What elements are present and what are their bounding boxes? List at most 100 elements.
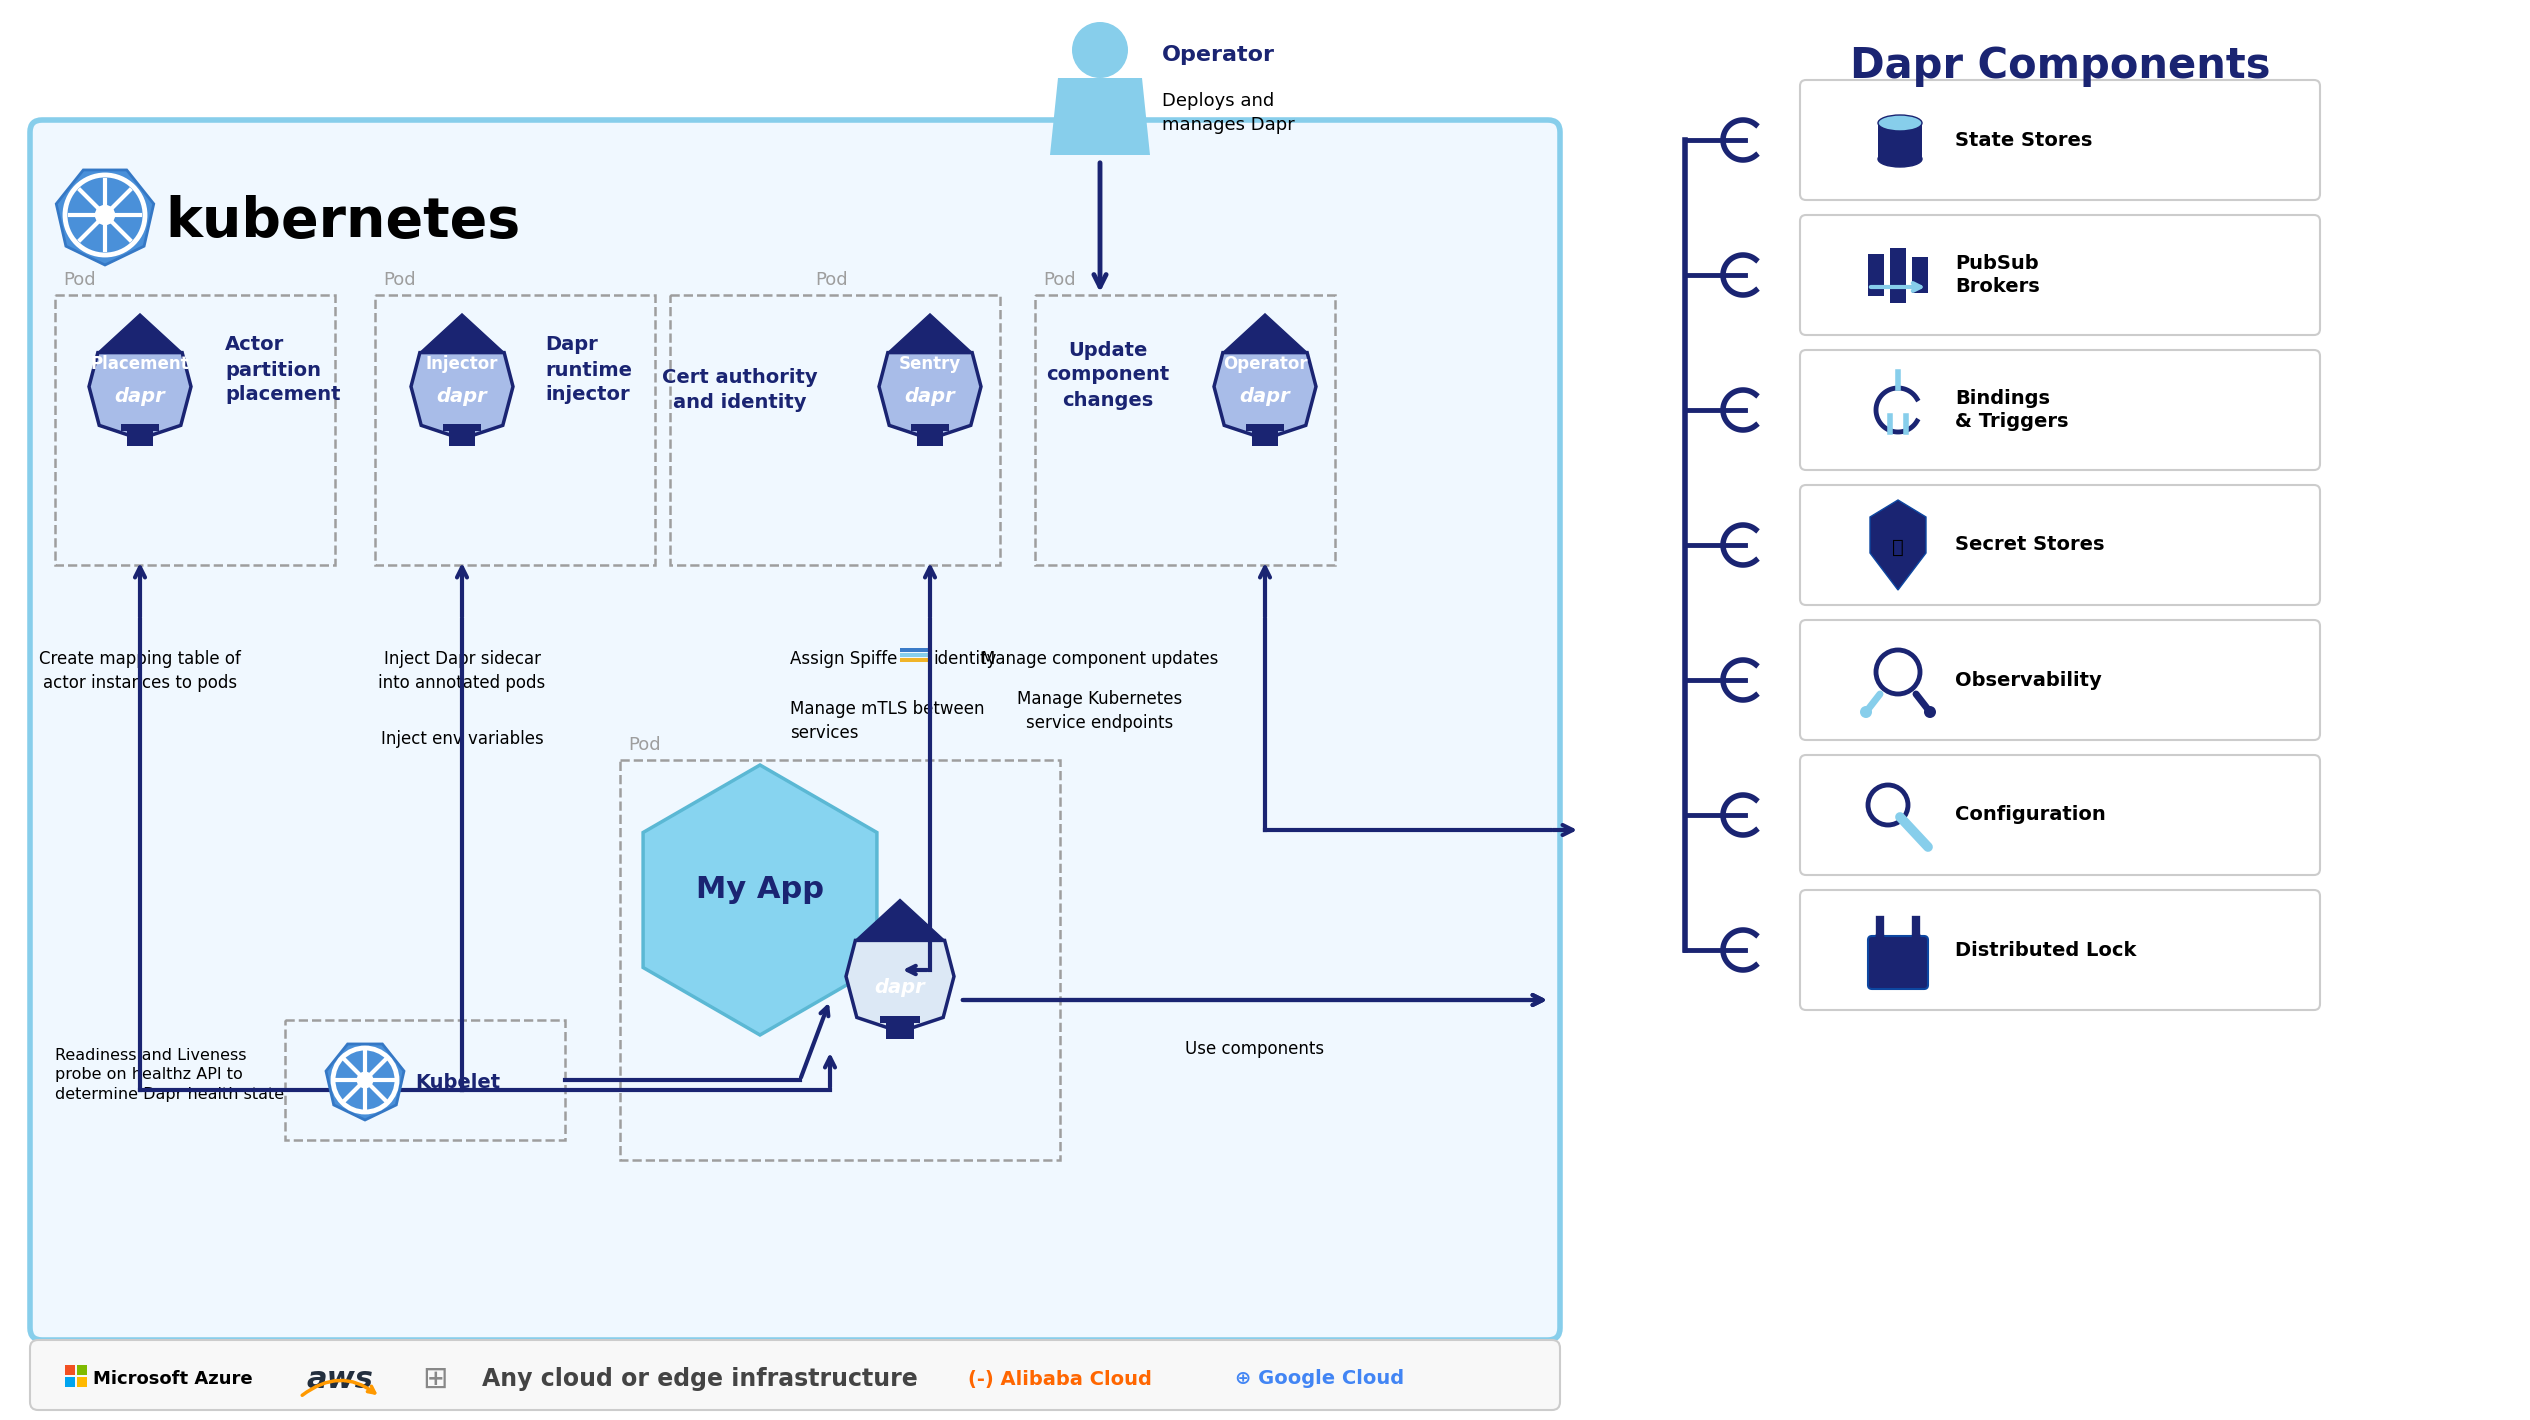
- Text: Pod: Pod: [627, 736, 660, 754]
- Polygon shape: [56, 170, 154, 266]
- Text: Secret Stores: Secret Stores: [1956, 535, 2105, 554]
- Text: Pod: Pod: [1042, 271, 1075, 290]
- Polygon shape: [1870, 500, 1925, 589]
- Text: Operator: Operator: [1161, 45, 1275, 65]
- Text: Pod: Pod: [382, 271, 415, 290]
- Circle shape: [357, 1074, 372, 1088]
- Polygon shape: [1214, 352, 1316, 439]
- Bar: [1877, 124, 1923, 160]
- Text: dapr: dapr: [875, 978, 926, 997]
- Text: identity: identity: [934, 650, 997, 667]
- Bar: [66, 1377, 76, 1387]
- Text: Kubelet: Kubelet: [415, 1074, 501, 1092]
- Text: ⊕ Google Cloud: ⊕ Google Cloud: [1235, 1369, 1404, 1389]
- Polygon shape: [1050, 78, 1151, 155]
- FancyBboxPatch shape: [30, 121, 1561, 1340]
- Text: Inject Dapr sidecar
into annotated pods: Inject Dapr sidecar into annotated pods: [380, 650, 546, 692]
- Bar: [1867, 254, 1885, 295]
- Circle shape: [1860, 706, 1872, 719]
- Text: PubSub
Brokers: PubSub Brokers: [1956, 254, 2039, 297]
- Text: dapr: dapr: [438, 388, 488, 406]
- Circle shape: [1073, 21, 1128, 78]
- Text: Observability: Observability: [1956, 670, 2102, 690]
- Text: Operator: Operator: [1222, 355, 1308, 373]
- Circle shape: [1923, 706, 1935, 719]
- Text: Dapr
runtime
injector: Dapr runtime injector: [544, 335, 632, 405]
- Text: Injector: Injector: [425, 355, 498, 373]
- Polygon shape: [326, 1044, 405, 1120]
- Ellipse shape: [1877, 115, 1923, 131]
- Text: Actor
partition
placement: Actor partition placement: [225, 335, 342, 405]
- Text: My App: My App: [696, 876, 825, 905]
- Text: Inject env variables: Inject env variables: [380, 730, 544, 748]
- Polygon shape: [1222, 314, 1308, 352]
- Bar: [126, 430, 152, 446]
- Text: Microsoft Azure: Microsoft Azure: [94, 1370, 253, 1387]
- Text: Sentry: Sentry: [898, 355, 961, 373]
- Text: Create mapping table of
actor instances to pods: Create mapping table of actor instances …: [38, 650, 240, 692]
- Text: dapr: dapr: [114, 388, 164, 406]
- Text: Assign Spiffe: Assign Spiffe: [789, 650, 898, 667]
- Text: State Stores: State Stores: [1956, 131, 2092, 149]
- Bar: [121, 425, 159, 430]
- Text: Deploys and
manages Dapr: Deploys and manages Dapr: [1161, 92, 1295, 133]
- Text: dapr: dapr: [906, 388, 956, 406]
- Text: Use components: Use components: [1187, 1039, 1326, 1058]
- Text: Distributed Lock: Distributed Lock: [1956, 940, 2135, 960]
- Polygon shape: [99, 314, 182, 352]
- Polygon shape: [855, 899, 944, 940]
- Bar: [916, 430, 944, 446]
- Text: Any cloud or edge infrastructure: Any cloud or edge infrastructure: [483, 1367, 918, 1392]
- Polygon shape: [878, 352, 982, 439]
- Text: kubernetes: kubernetes: [164, 195, 521, 248]
- Polygon shape: [410, 352, 514, 439]
- Polygon shape: [845, 940, 954, 1032]
- Bar: [1252, 430, 1278, 446]
- Bar: [1890, 248, 1905, 302]
- Text: (-) Alibaba Cloud: (-) Alibaba Cloud: [969, 1369, 1151, 1389]
- Text: Update
component
changes: Update component changes: [1047, 341, 1169, 409]
- FancyBboxPatch shape: [1799, 890, 2320, 1010]
- Bar: [66, 1365, 76, 1375]
- Text: Placement: Placement: [91, 355, 190, 373]
- Bar: [886, 1024, 913, 1039]
- Bar: [374, 295, 655, 565]
- Polygon shape: [420, 314, 503, 352]
- Bar: [880, 1015, 921, 1024]
- Bar: [1913, 257, 1928, 293]
- Text: Manage Kubernetes
service endpoints: Manage Kubernetes service endpoints: [1017, 690, 1182, 731]
- Bar: [76, 1365, 86, 1375]
- Text: Manage component updates: Manage component updates: [982, 650, 1219, 667]
- Bar: [670, 295, 999, 565]
- Polygon shape: [888, 314, 972, 352]
- Text: 🔑: 🔑: [1892, 538, 1905, 557]
- Bar: [1035, 295, 1336, 565]
- FancyBboxPatch shape: [1867, 936, 1928, 988]
- FancyBboxPatch shape: [1799, 80, 2320, 200]
- FancyBboxPatch shape: [30, 1340, 1561, 1410]
- Circle shape: [96, 206, 114, 224]
- Bar: [76, 1377, 86, 1387]
- Text: Dapr Components: Dapr Components: [1849, 45, 2269, 87]
- Bar: [901, 648, 929, 652]
- Bar: [443, 425, 481, 430]
- Bar: [286, 1020, 564, 1140]
- FancyBboxPatch shape: [1799, 486, 2320, 605]
- Bar: [901, 657, 929, 662]
- FancyBboxPatch shape: [1799, 349, 2320, 470]
- FancyBboxPatch shape: [1799, 621, 2320, 740]
- Bar: [911, 425, 949, 430]
- Text: Manage mTLS between
services: Manage mTLS between services: [789, 700, 984, 741]
- Text: Readiness and Liveness
probe on healthz API to
determine Dapr health state: Readiness and Liveness probe on healthz …: [56, 1048, 283, 1102]
- FancyBboxPatch shape: [1799, 755, 2320, 875]
- Text: Cert authority
and identity: Cert authority and identity: [663, 368, 817, 412]
- Bar: [620, 760, 1060, 1160]
- Ellipse shape: [1877, 151, 1923, 168]
- Text: aws: aws: [306, 1365, 374, 1393]
- Text: Pod: Pod: [815, 271, 848, 290]
- Polygon shape: [89, 352, 190, 439]
- Polygon shape: [643, 765, 878, 1035]
- Text: dapr: dapr: [1240, 388, 1290, 406]
- Text: Pod: Pod: [63, 271, 96, 290]
- FancyBboxPatch shape: [1799, 214, 2320, 335]
